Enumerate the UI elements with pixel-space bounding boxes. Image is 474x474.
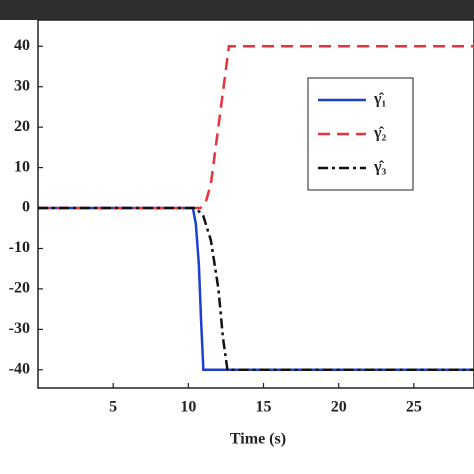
y-tick-label: -20 <box>9 280 30 297</box>
x-tick-label: 15 <box>256 399 272 416</box>
series-line <box>38 206 474 372</box>
y-tick-label: 10 <box>14 158 30 175</box>
y-tick-label: 20 <box>14 118 30 135</box>
legend-label: γ̂₁ <box>373 91 386 108</box>
y-tick-label: -40 <box>9 360 30 377</box>
x-tick-label: 10 <box>180 399 196 416</box>
y-tick-label: -10 <box>9 239 30 256</box>
legend-label: γ̂₂ <box>373 125 386 142</box>
x-axis-label: Time (s) <box>230 431 286 448</box>
y-tick-label: -30 <box>9 320 30 337</box>
legend-label: γ̂₃ <box>373 159 386 176</box>
top-band <box>0 0 474 20</box>
y-tick-label: 30 <box>14 77 30 94</box>
plot-frame <box>37 19 474 389</box>
series-line <box>38 206 474 372</box>
x-tick-label: 25 <box>406 399 422 416</box>
y-tick-label: 0 <box>22 199 30 216</box>
x-tick-label: 20 <box>331 399 347 416</box>
y-tick-label: 40 <box>14 37 30 54</box>
x-tick-label: 5 <box>109 399 117 416</box>
